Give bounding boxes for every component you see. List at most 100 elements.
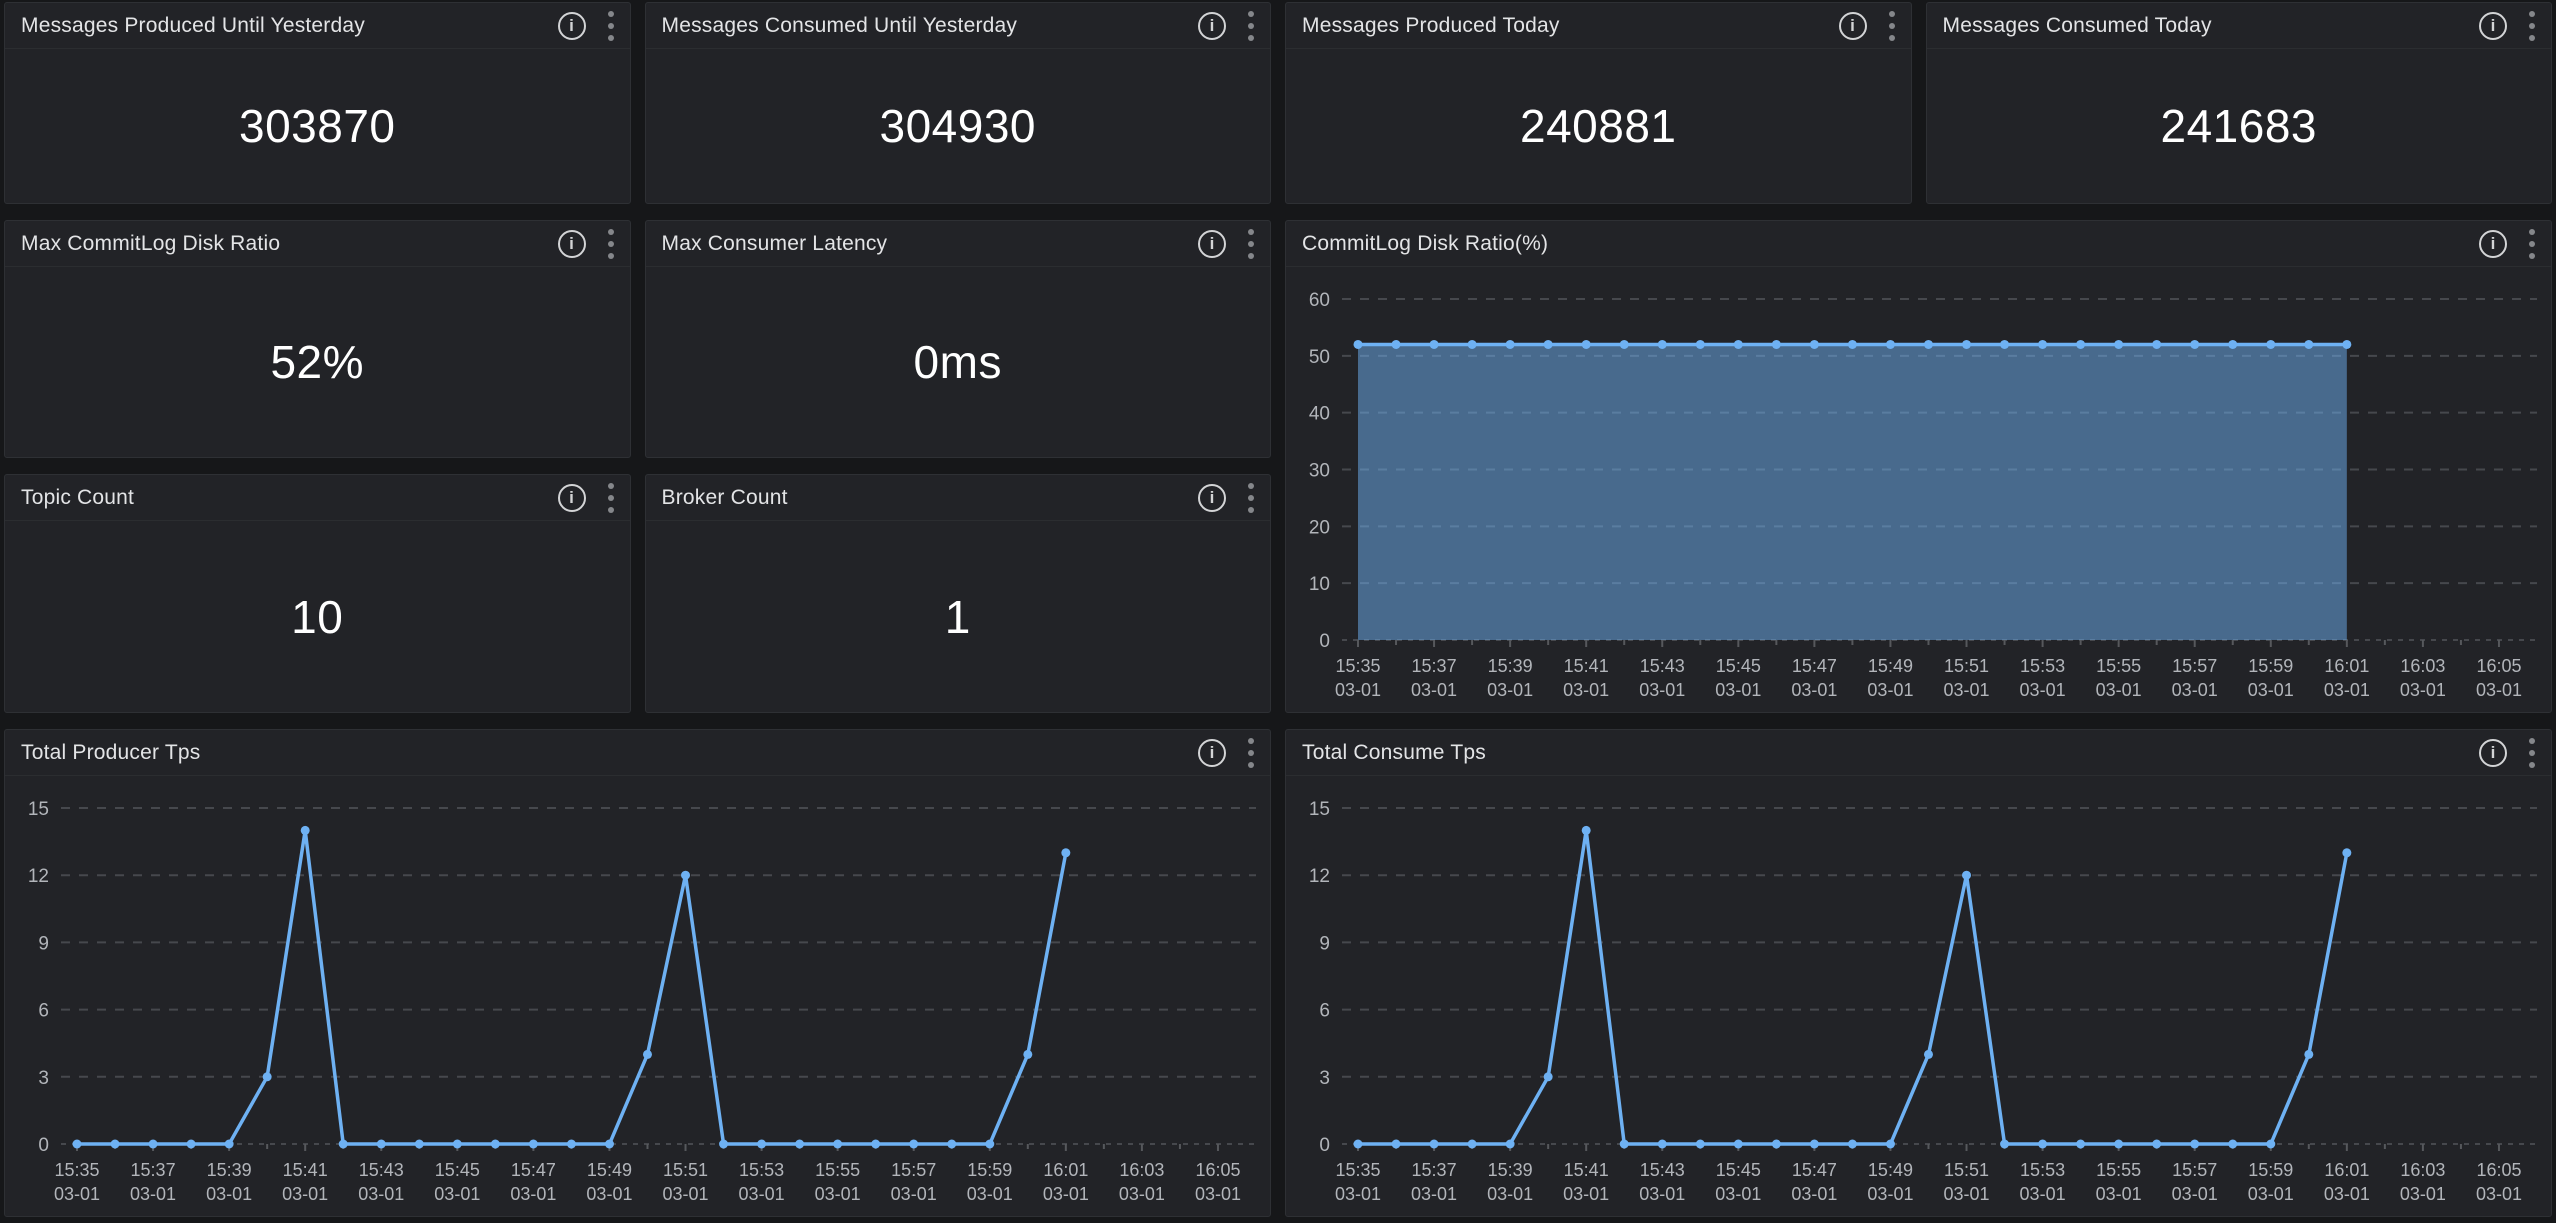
panel-title[interactable]: Topic Count bbox=[21, 486, 134, 510]
svg-text:12: 12 bbox=[1309, 866, 1330, 887]
stat-value: 10 bbox=[291, 590, 343, 644]
svg-text:15:4503-01: 15:4503-01 bbox=[1715, 1160, 1761, 1204]
kebab-menu-icon[interactable] bbox=[2527, 227, 2537, 261]
svg-text:50: 50 bbox=[1309, 347, 1330, 368]
info-icon[interactable]: i bbox=[1198, 739, 1226, 767]
stat-panel-body: 304930 bbox=[646, 49, 1271, 203]
kebab-menu-icon[interactable] bbox=[606, 227, 616, 261]
svg-text:15:3903-01: 15:3903-01 bbox=[1487, 656, 1533, 700]
info-icon[interactable]: i bbox=[2479, 230, 2507, 258]
kebab-menu-icon[interactable] bbox=[1887, 9, 1897, 43]
chart-panel-body: 0369121515:3503-0115:3703-0115:3903-0115… bbox=[5, 776, 1270, 1216]
svg-text:16:0103-01: 16:0103-01 bbox=[1043, 1160, 1089, 1204]
svg-text:16:0503-01: 16:0503-01 bbox=[2476, 1160, 2522, 1204]
kebab-menu-icon[interactable] bbox=[1246, 481, 1256, 515]
svg-text:15:4103-01: 15:4103-01 bbox=[1563, 656, 1609, 700]
panel-commitlog-disk-ratio-chart: CommitLog Disk Ratio(%) i 01020304050601… bbox=[1285, 220, 2552, 713]
info-icon[interactable]: i bbox=[558, 230, 586, 258]
svg-text:15:4703-01: 15:4703-01 bbox=[510, 1160, 556, 1204]
panel-title[interactable]: Messages Produced Until Yesterday bbox=[21, 14, 365, 38]
kebab-menu-icon[interactable] bbox=[2527, 736, 2537, 770]
svg-text:15:4103-01: 15:4103-01 bbox=[1563, 1160, 1609, 1204]
panel-title[interactable]: Total Consume Tps bbox=[1302, 741, 1486, 765]
svg-text:15:5703-01: 15:5703-01 bbox=[2172, 656, 2218, 700]
svg-text:3: 3 bbox=[1319, 1068, 1330, 1089]
panel-title[interactable]: Messages Consumed Today bbox=[1943, 14, 2212, 38]
svg-text:15:5103-01: 15:5103-01 bbox=[1943, 656, 1989, 700]
svg-text:16:0503-01: 16:0503-01 bbox=[1195, 1160, 1241, 1204]
svg-text:9: 9 bbox=[38, 933, 49, 954]
panel-header: Max CommitLog Disk Ratio i bbox=[5, 221, 630, 267]
svg-text:0: 0 bbox=[1319, 631, 1330, 652]
svg-text:0: 0 bbox=[1319, 1135, 1330, 1156]
svg-text:15:4103-01: 15:4103-01 bbox=[282, 1160, 328, 1204]
panel-title[interactable]: Total Producer Tps bbox=[21, 741, 200, 765]
svg-text:12: 12 bbox=[28, 866, 49, 887]
panel-title[interactable]: Messages Produced Today bbox=[1302, 14, 1560, 38]
svg-text:15:5303-01: 15:5303-01 bbox=[739, 1160, 785, 1204]
panel-title[interactable]: Messages Consumed Until Yesterday bbox=[662, 14, 1018, 38]
info-icon[interactable]: i bbox=[1839, 12, 1867, 40]
panel-title[interactable]: Broker Count bbox=[662, 486, 788, 510]
svg-text:15:5903-01: 15:5903-01 bbox=[967, 1160, 1013, 1204]
info-icon-glyph: i bbox=[1850, 16, 1855, 36]
stat-value: 304930 bbox=[880, 99, 1037, 153]
svg-text:15:3703-01: 15:3703-01 bbox=[130, 1160, 176, 1204]
stat-panel-body: 303870 bbox=[5, 49, 630, 203]
panel-max-commitlog-disk-ratio: Max CommitLog Disk Ratio i 52% bbox=[4, 220, 631, 458]
info-icon[interactable]: i bbox=[2479, 739, 2507, 767]
stat-panel-body: 52% bbox=[5, 267, 630, 457]
panel-header: Messages Consumed Today i bbox=[1927, 3, 2552, 49]
kebab-menu-icon[interactable] bbox=[606, 481, 616, 515]
svg-text:15:3903-01: 15:3903-01 bbox=[1487, 1160, 1533, 1204]
commitlog-disk-ratio-timeseries-chart[interactable]: 010203040506015:3503-0115:3703-0115:3903… bbox=[1286, 267, 2551, 712]
panel-header: Topic Count i bbox=[5, 475, 630, 521]
chart-panel-body: 010203040506015:3503-0115:3703-0115:3903… bbox=[1286, 267, 2551, 712]
panel-title[interactable]: Max Consumer Latency bbox=[662, 232, 888, 256]
info-icon[interactable]: i bbox=[2479, 12, 2507, 40]
panel-messages-consumed-today: Messages Consumed Today i 241683 bbox=[1926, 2, 2553, 204]
info-icon[interactable]: i bbox=[1198, 230, 1226, 258]
svg-text:15:3503-01: 15:3503-01 bbox=[1335, 656, 1381, 700]
total-producer-tps-timeseries-chart[interactable]: 0369121515:3503-0115:3703-0115:3903-0115… bbox=[5, 776, 1270, 1216]
svg-text:16:0303-01: 16:0303-01 bbox=[2400, 656, 2446, 700]
info-icon[interactable]: i bbox=[558, 12, 586, 40]
stat-panel-body: 10 bbox=[5, 521, 630, 712]
panel-title[interactable]: Max CommitLog Disk Ratio bbox=[21, 232, 280, 256]
chart-panel-body: 0369121515:3503-0115:3703-0115:3903-0115… bbox=[1286, 776, 2551, 1216]
kebab-menu-icon[interactable] bbox=[1246, 227, 1256, 261]
svg-text:15:4703-01: 15:4703-01 bbox=[1791, 656, 1837, 700]
panel-messages-produced-until-yesterday: Messages Produced Until Yesterday i 3038… bbox=[4, 2, 631, 204]
info-icon[interactable]: i bbox=[1198, 12, 1226, 40]
svg-text:15:3703-01: 15:3703-01 bbox=[1411, 656, 1457, 700]
panel-total-consume-tps: Total Consume Tps i 0369121515:3503-0115… bbox=[1285, 729, 2552, 1217]
info-icon[interactable]: i bbox=[558, 484, 586, 512]
total-consume-tps-timeseries-chart[interactable]: 0369121515:3503-0115:3703-0115:3903-0115… bbox=[1286, 776, 2551, 1216]
svg-text:40: 40 bbox=[1309, 404, 1330, 425]
panel-title[interactable]: CommitLog Disk Ratio(%) bbox=[1302, 232, 1548, 256]
grafana-dashboard: Messages Produced Until Yesterday i 3038… bbox=[0, 0, 2556, 1223]
stat-value: 0ms bbox=[914, 335, 1002, 389]
panel-header: Messages Produced Until Yesterday i bbox=[5, 3, 630, 49]
info-icon-glyph: i bbox=[569, 488, 574, 508]
svg-text:15:5903-01: 15:5903-01 bbox=[2248, 656, 2294, 700]
svg-text:15:4703-01: 15:4703-01 bbox=[1791, 1160, 1837, 1204]
kebab-menu-icon[interactable] bbox=[606, 9, 616, 43]
info-icon-glyph: i bbox=[2491, 743, 2496, 763]
svg-text:15:5903-01: 15:5903-01 bbox=[2248, 1160, 2294, 1204]
svg-text:15:4903-01: 15:4903-01 bbox=[1867, 1160, 1913, 1204]
kebab-menu-icon[interactable] bbox=[2527, 9, 2537, 43]
svg-text:3: 3 bbox=[38, 1068, 49, 1089]
info-icon[interactable]: i bbox=[1198, 484, 1226, 512]
panel-header: Messages Consumed Until Yesterday i bbox=[646, 3, 1271, 49]
panel-messages-consumed-until-yesterday: Messages Consumed Until Yesterday i 3049… bbox=[645, 2, 1272, 204]
svg-text:15:5103-01: 15:5103-01 bbox=[1943, 1160, 1989, 1204]
stat-value: 241683 bbox=[2161, 99, 2318, 153]
panel-max-consumer-latency: Max Consumer Latency i 0ms bbox=[645, 220, 1272, 458]
kebab-menu-icon[interactable] bbox=[1246, 9, 1256, 43]
svg-text:15:3503-01: 15:3503-01 bbox=[1335, 1160, 1381, 1204]
svg-text:15:5503-01: 15:5503-01 bbox=[815, 1160, 861, 1204]
svg-text:15: 15 bbox=[28, 799, 49, 820]
kebab-menu-icon[interactable] bbox=[1246, 736, 1256, 770]
panel-topic-count: Topic Count i 10 bbox=[4, 474, 631, 713]
